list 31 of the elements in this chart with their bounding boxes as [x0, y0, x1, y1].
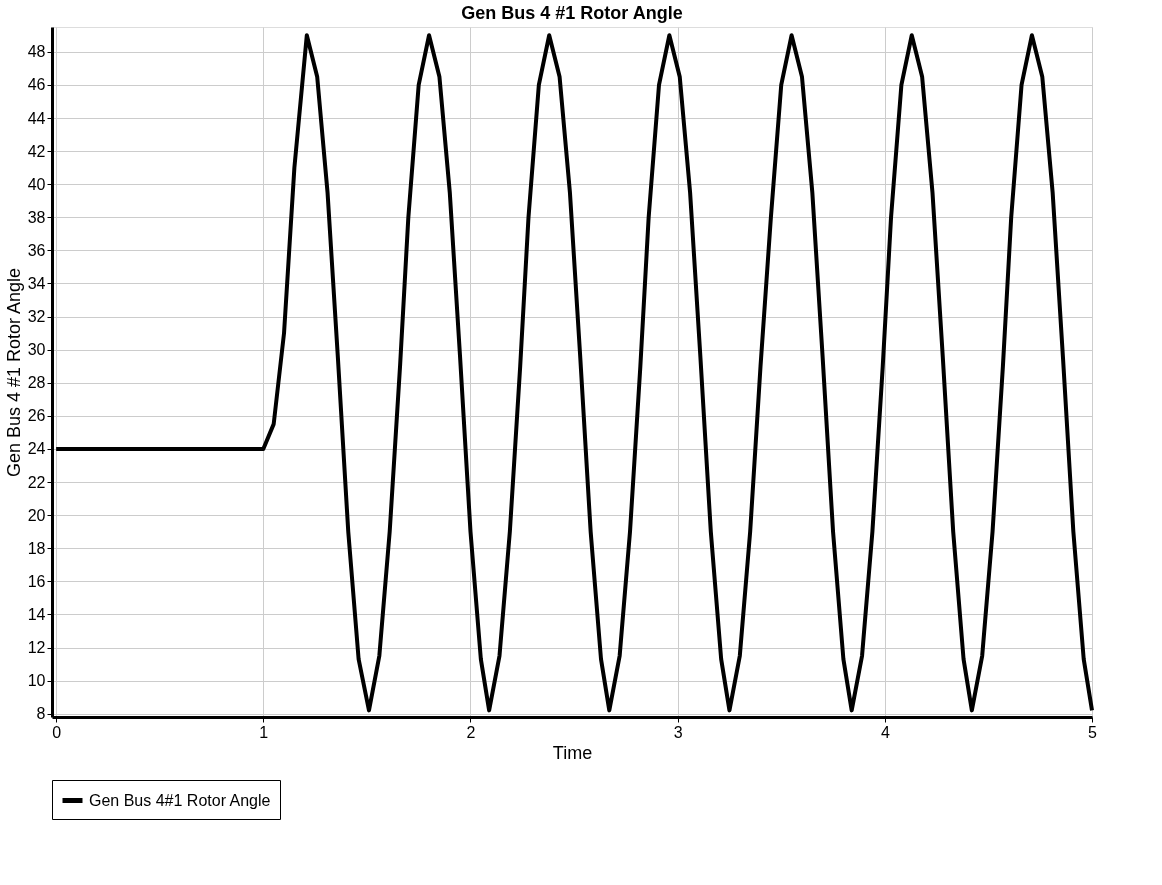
- y-tick-label: 30: [27, 341, 46, 359]
- y-tick-label: 22: [27, 473, 46, 491]
- y-tick-label: 14: [27, 605, 46, 623]
- y-tick-label: 48: [27, 43, 46, 61]
- x-tick-label: 2: [466, 723, 476, 741]
- y-tick-label: 8: [36, 705, 46, 723]
- y-tick-label: 24: [27, 440, 46, 458]
- y-tick-label: 18: [27, 539, 46, 557]
- legend-label: Gen Bus 4#1 Rotor Angle: [89, 791, 271, 809]
- y-axis-title: Gen Bus 4 #1 Rotor Angle: [3, 267, 24, 478]
- y-tick-label: 20: [27, 506, 46, 524]
- y-tick-label: 38: [27, 208, 46, 226]
- y-tick-label: 10: [27, 672, 46, 690]
- x-tick-label: 0: [52, 723, 62, 741]
- y-tick-label: 26: [27, 407, 46, 425]
- y-tick-label: 44: [27, 109, 46, 127]
- y-tick-label: 36: [27, 241, 46, 259]
- x-tick-label: 4: [880, 723, 890, 741]
- x-axis-title: Time: [552, 742, 593, 763]
- y-tick-label: 46: [27, 76, 46, 94]
- chart-title: Gen Bus 4 #1 Rotor Angle: [461, 3, 683, 23]
- y-tick-label: 28: [27, 374, 46, 392]
- x-tick-label: 1: [259, 723, 269, 741]
- y-tick-label: 32: [27, 308, 46, 326]
- x-tick-label: 5: [1088, 723, 1098, 741]
- y-tick-label: 34: [27, 274, 46, 292]
- y-tick-label: 12: [27, 639, 46, 656]
- y-tick-label: 40: [27, 175, 46, 193]
- y-tick-label: 16: [27, 572, 46, 590]
- x-tick-label: 3: [673, 723, 683, 741]
- y-tick-label: 42: [27, 142, 46, 160]
